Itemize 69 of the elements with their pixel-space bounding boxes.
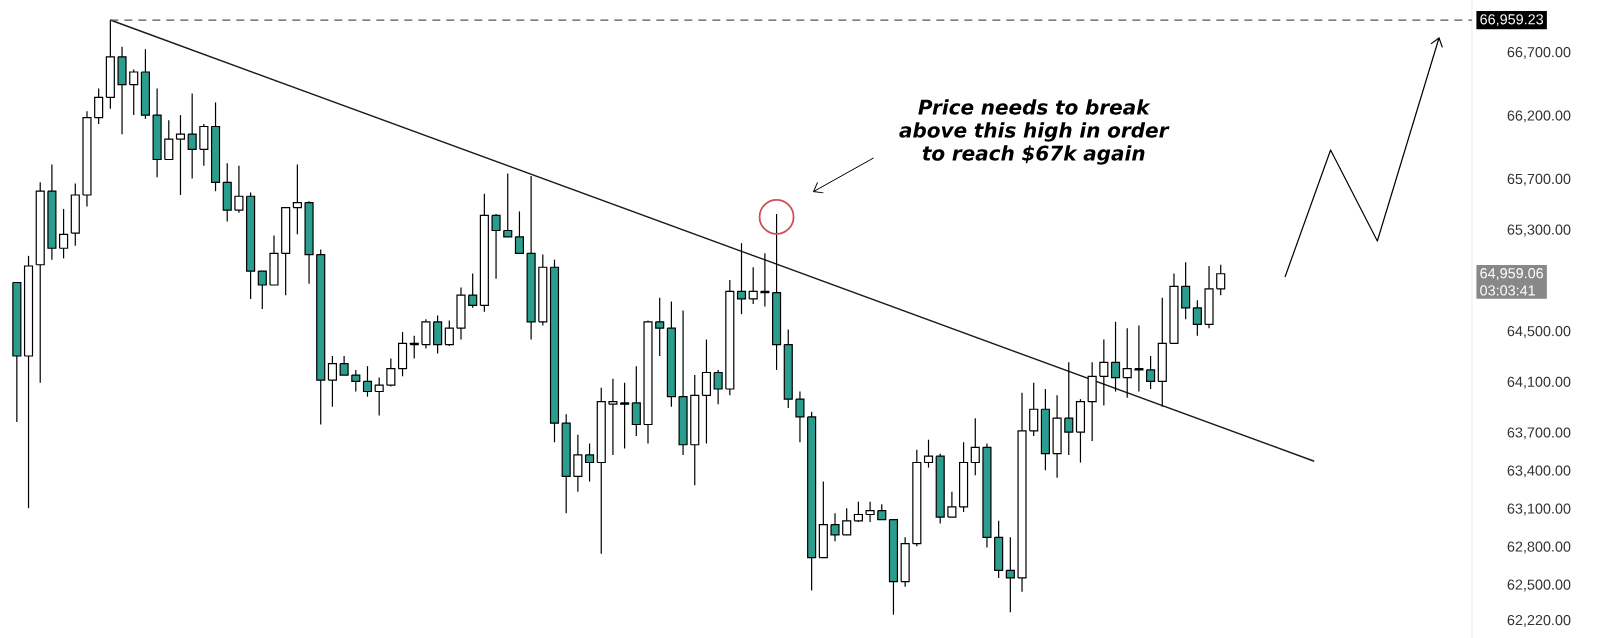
- candlestick: [421, 318, 431, 350]
- y-tick-label: 65,700.00: [1507, 173, 1571, 186]
- y-tick-label: 65,300.00: [1507, 224, 1571, 237]
- candlestick: [748, 266, 758, 305]
- candlestick: [164, 119, 174, 161]
- candlestick: [760, 252, 770, 308]
- candlestick: [433, 314, 443, 355]
- candlestick: [865, 501, 875, 523]
- candlestick: [292, 163, 302, 235]
- candlestick: [970, 417, 980, 476]
- y-tick-label: 62,800.00: [1507, 541, 1571, 554]
- ref-line-label: 66,959.23: [1480, 14, 1544, 27]
- text: 64,959.06: [1480, 268, 1544, 281]
- candlestick: [655, 297, 665, 357]
- candlestick: [234, 165, 244, 214]
- text: 03:03:41: [1480, 285, 1535, 296]
- candlestick: [1216, 264, 1226, 296]
- candlestick: [830, 512, 840, 542]
- annotation: Price needs to break above this high in order to reach $67k again: [899, 99, 1170, 165]
- y-tick-label: 62,220.00: [1507, 615, 1571, 627]
- y-tick-label: 64,100.00: [1507, 376, 1571, 389]
- candlestick: [584, 442, 595, 483]
- candlestick: [1005, 536, 1015, 613]
- candlestick: [631, 365, 641, 437]
- candlestick: [362, 365, 373, 398]
- candlestick: [947, 491, 957, 518]
- y-tick-label: 66,200.00: [1507, 110, 1571, 123]
- candlestick: [129, 68, 139, 116]
- candlestick: [491, 213, 501, 280]
- candlestick: [1146, 355, 1156, 390]
- y-tick-label: 63,700.00: [1507, 427, 1571, 440]
- candlestick: [923, 439, 934, 469]
- candlestick: [175, 114, 186, 196]
- candlestick: [514, 210, 525, 254]
- candlestick: [1029, 382, 1039, 437]
- y-tick-label: 63,100.00: [1507, 503, 1571, 516]
- candlestick: [199, 123, 209, 167]
- candlestick: [503, 172, 513, 238]
- candlestick: [608, 378, 618, 456]
- candlestick: [573, 434, 583, 493]
- candlestick: [386, 357, 396, 388]
- candlestick: [1099, 338, 1109, 407]
- candlestick: [620, 382, 630, 450]
- candlestick: [257, 270, 267, 310]
- candlestick: [94, 87, 104, 125]
- y-tick-label: 66,700.00: [1507, 47, 1571, 59]
- candlestick: [1134, 324, 1144, 393]
- candlestick: [468, 273, 478, 309]
- candlestick: [351, 369, 361, 393]
- candlestick: [339, 355, 349, 376]
- candlestick: [1192, 299, 1202, 337]
- candlestick: [59, 208, 69, 259]
- candlestick: [187, 92, 197, 180]
- candlestick: [853, 501, 863, 523]
- candlestick: [713, 369, 723, 405]
- y-tick-label: 64,500.00: [1507, 325, 1571, 338]
- candlestick: [795, 390, 805, 443]
- candlestick: [374, 376, 384, 417]
- candlestick: [701, 338, 712, 445]
- candlestick: [842, 507, 852, 536]
- y-tick-label: 62,500.00: [1507, 579, 1571, 592]
- candlestick: [1064, 361, 1074, 456]
- candlestick: [736, 242, 747, 315]
- y-tick-label: 63,400.00: [1507, 465, 1571, 478]
- candlestick: [444, 319, 454, 347]
- candlestick: [1181, 261, 1191, 320]
- candlestick: [1110, 321, 1121, 393]
- candlestick: [327, 355, 337, 408]
- candlestick: [1122, 327, 1132, 399]
